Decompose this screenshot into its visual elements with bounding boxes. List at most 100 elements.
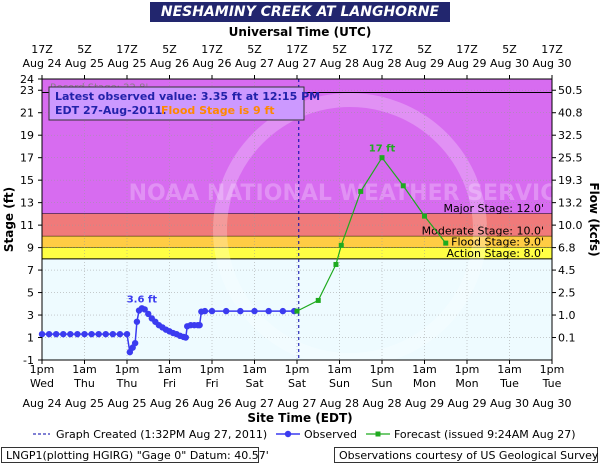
- y-tick-label-13: 24: [20, 73, 34, 86]
- stage-band-label-0: Major Stage: 12.0': [443, 202, 544, 215]
- observed-point-5: [74, 330, 81, 338]
- top-tick-date-2: Aug 25: [108, 57, 147, 70]
- y-right-axis-title: Flow (kcfs): [587, 182, 600, 256]
- x-tick-date-6: Aug 27: [278, 397, 317, 410]
- top-tick-time-7: 5Z: [332, 43, 347, 56]
- x-tick-day-12: Tue: [542, 377, 562, 390]
- x-tick-day-5: Sat: [245, 377, 264, 390]
- y-tick-label-12: 23: [20, 84, 34, 97]
- top-tick-time-0: 17Z: [31, 43, 53, 56]
- info-box-line2a: EDT 27-Aug-2011.: [55, 104, 166, 117]
- top-tick-time-2: 17Z: [116, 43, 138, 56]
- flow-tick-label-1: 1.0: [558, 309, 576, 322]
- observed-point-9: [102, 330, 109, 338]
- x-tick-day-3: Fri: [163, 377, 176, 390]
- x-tick-time-12: 1pm: [540, 363, 565, 376]
- flow-tick-label-11: 50.5: [558, 84, 583, 97]
- legend-forecast: Forecast (issued 9:24AM Aug 27): [394, 428, 576, 441]
- observed-point-2: [52, 330, 60, 338]
- x-tick-date-1: Aug 25: [65, 397, 104, 410]
- observed-point-10: [109, 330, 117, 338]
- x-tick-day-8: Sun: [372, 377, 393, 390]
- top-tick-time-8: 17Z: [371, 43, 393, 56]
- x-tick-date-2: Aug 25: [108, 397, 147, 410]
- top-tick-date-0: Aug 24: [23, 57, 62, 70]
- observed-point-41: [237, 307, 244, 315]
- info-box-line1: Latest observed value: 3.35 ft at 12:15 …: [55, 90, 320, 103]
- x-tick-time-1: 1am: [72, 363, 96, 376]
- top-tick-date-3: Aug 26: [150, 57, 189, 70]
- top-tick-time-11: 5Z: [502, 43, 517, 56]
- y-tick-label-3: 5: [27, 287, 34, 300]
- observed-point-6: [81, 330, 88, 338]
- top-tick-date-12: Aug 30: [533, 57, 572, 70]
- peak-annotation-1: 17 ft: [369, 144, 396, 155]
- observed-point-36: [196, 321, 203, 329]
- x-tick-date-9: Aug 29: [405, 397, 444, 410]
- forecast-point-1: [315, 297, 321, 303]
- flow-tick-label-0: 0.1: [558, 332, 576, 345]
- x-tick-time-5: 1am: [242, 363, 266, 376]
- flow-tick-label-2: 2.5: [558, 287, 576, 300]
- stage-band-label-2: Flood Stage: 9.0': [451, 236, 544, 249]
- observed-point-20: [145, 310, 152, 318]
- x-tick-time-0: 1pm: [30, 363, 55, 376]
- top-axis-title: Universal Time (UTC): [229, 25, 372, 39]
- flow-tick-label-4: 6.8: [558, 242, 576, 255]
- top-tick-date-5: Aug 27: [235, 57, 274, 70]
- forecast-point-7: [422, 213, 427, 219]
- y-tick-label-9: 17: [20, 152, 34, 165]
- forecast-point-3: [338, 242, 344, 248]
- x-tick-day-2: Thu: [116, 377, 138, 390]
- forecast-point-0: [294, 308, 300, 314]
- flow-tick-label-3: 4.5: [558, 264, 576, 277]
- x-tick-date-8: Aug 28: [363, 397, 402, 410]
- top-tick-time-3: 5Z: [162, 43, 177, 56]
- x-tick-time-11: 1am: [497, 363, 521, 376]
- chart-title: NESHAMINY CREEK AT LANGHORNE: [150, 2, 450, 22]
- x-tick-day-7: Sun: [329, 377, 350, 390]
- x-tick-date-11: Aug 30: [490, 397, 529, 410]
- gage-datum-note: LNGP1(plotting HGIRG) "Gage 0" Datum: 40…: [1, 447, 269, 463]
- top-tick-time-12: 17Z: [541, 43, 563, 56]
- stage-band-label-3: Action Stage: 8.0': [447, 247, 544, 260]
- x-tick-date-10: Aug 29: [448, 397, 487, 410]
- stage-band-label-1: Moderate Stage: 10.0': [422, 224, 544, 237]
- top-tick-date-8: Aug 28: [363, 57, 402, 70]
- x-tick-date-3: Aug 26: [150, 397, 189, 410]
- forecast-point-5: [379, 155, 385, 161]
- y-tick-label-10: 19: [20, 129, 34, 142]
- x-tick-time-10: 1pm: [455, 363, 480, 376]
- x-tick-day-1: Thu: [73, 377, 95, 390]
- y-tick-label-6: 11: [20, 219, 34, 232]
- observed-point-43: [265, 307, 272, 315]
- y-tick-label-2: 3: [27, 309, 34, 322]
- observed-point-15: [131, 339, 139, 347]
- x-tick-day-0: Wed: [30, 377, 54, 390]
- x-tick-time-9: 1am: [412, 363, 436, 376]
- observed-point-12: [123, 330, 131, 338]
- peak-annotation-0: 3.6 ft: [127, 294, 158, 305]
- forecast-point-6: [400, 183, 406, 189]
- observed-point-11: [116, 330, 124, 338]
- top-tick-date-9: Aug 29: [405, 57, 444, 70]
- observed-point-7: [88, 330, 95, 338]
- observed-point-42: [251, 307, 258, 315]
- x-tick-day-6: Sat: [288, 377, 307, 390]
- x-tick-day-11: Tue: [499, 377, 519, 390]
- x-tick-time-8: 1pm: [370, 363, 395, 376]
- top-tick-date-4: Aug 26: [193, 57, 232, 70]
- x-tick-time-2: 1pm: [115, 363, 140, 376]
- top-tick-date-6: Aug 27: [278, 57, 317, 70]
- observed-point-0: [38, 330, 46, 338]
- legend-observed-swatch-dot: [284, 430, 292, 438]
- observations-credit: Observations courtesy of US Geological S…: [334, 447, 598, 463]
- observed-point-16: [133, 318, 141, 325]
- x-tick-date-4: Aug 26: [193, 397, 232, 410]
- top-tick-time-9: 5Z: [417, 43, 432, 56]
- y-tick-label-5: 9: [27, 242, 34, 255]
- legend-forecast-swatch-square: [375, 431, 381, 437]
- observed-point-19: [141, 306, 148, 313]
